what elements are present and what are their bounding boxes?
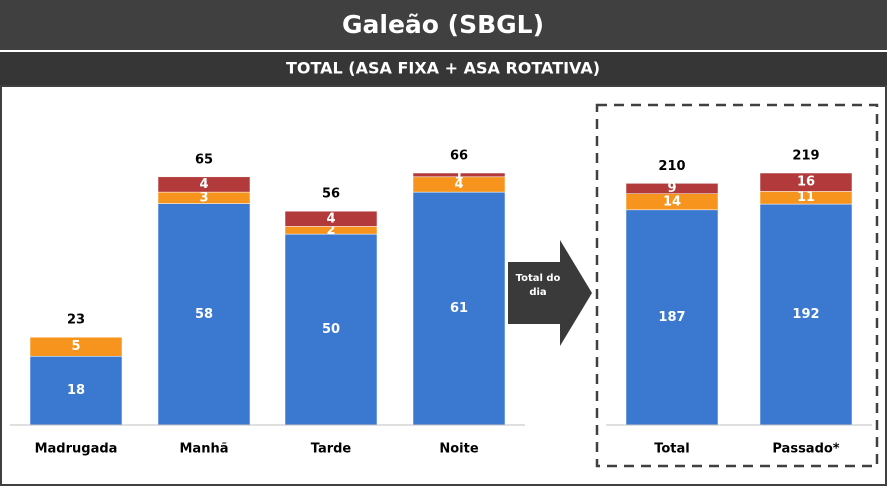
arrow-label: Total do dia	[516, 273, 561, 298]
chart-subtitle: TOTAL (ASA FIXA + ASA ROTATIVA)	[286, 59, 600, 78]
segment-label: 58	[195, 307, 213, 322]
segment-label: 50	[322, 322, 340, 337]
segment-label: 61	[450, 301, 468, 316]
bar-segment	[759, 172, 853, 192]
segment-label: 4	[199, 177, 208, 192]
bar-segment	[284, 233, 378, 426]
highlight-box	[595, 103, 879, 468]
x-tick-label: Madrugada	[35, 442, 118, 457]
total-label: 210	[658, 159, 685, 174]
bar-segment	[625, 183, 719, 194]
arrow-label-line: dia	[529, 287, 546, 298]
subtitle-bar	[0, 52, 887, 86]
chart-title: Galeão (SBGL)	[342, 10, 544, 39]
segment-label: 192	[792, 307, 819, 322]
segment-label: 1	[454, 167, 463, 182]
total-label: 56	[322, 187, 340, 202]
total-label: 65	[195, 152, 213, 167]
bar-segment	[29, 336, 123, 357]
bar-segment	[759, 203, 853, 426]
bar-segment	[284, 210, 378, 227]
arrow-label-line: Total do	[516, 273, 561, 284]
x-tick-label: Manhã	[180, 442, 229, 457]
arrow	[508, 240, 592, 346]
title-bar	[0, 0, 887, 50]
total-label: 66	[450, 149, 468, 164]
total-label: 219	[792, 149, 819, 164]
segment-label: 187	[658, 310, 685, 325]
segment-label: 11	[797, 190, 815, 205]
total-label: 23	[67, 313, 85, 328]
x-tick-label: Noite	[439, 442, 478, 457]
segment-label: 5	[71, 339, 80, 354]
bar-segment	[157, 176, 251, 193]
segment-label: 16	[797, 175, 815, 190]
x-tick-label: Total	[654, 442, 690, 457]
x-tick-label: Passado*	[772, 442, 839, 457]
segment-label: 4	[454, 177, 463, 192]
segment-label: 2	[326, 223, 335, 238]
segment-label: 9	[667, 181, 676, 196]
bar-segment	[625, 209, 719, 426]
x-tick-label: Tarde	[311, 442, 352, 457]
segment-label: 18	[67, 383, 85, 398]
frame	[0, 85, 887, 486]
bar-segment	[412, 191, 506, 426]
bar-segment	[412, 172, 506, 178]
segment-label: 4	[326, 211, 335, 226]
segment-label: 14	[663, 194, 681, 209]
segment-label: 3	[199, 190, 208, 205]
